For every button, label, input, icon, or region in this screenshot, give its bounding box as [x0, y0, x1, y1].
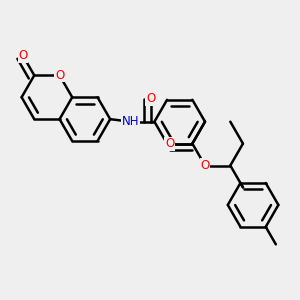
- Text: O: O: [55, 69, 64, 82]
- Text: O: O: [165, 137, 174, 150]
- Text: O: O: [18, 49, 28, 62]
- Text: NH: NH: [122, 115, 139, 128]
- Text: O: O: [146, 92, 155, 105]
- Text: O: O: [200, 159, 210, 172]
